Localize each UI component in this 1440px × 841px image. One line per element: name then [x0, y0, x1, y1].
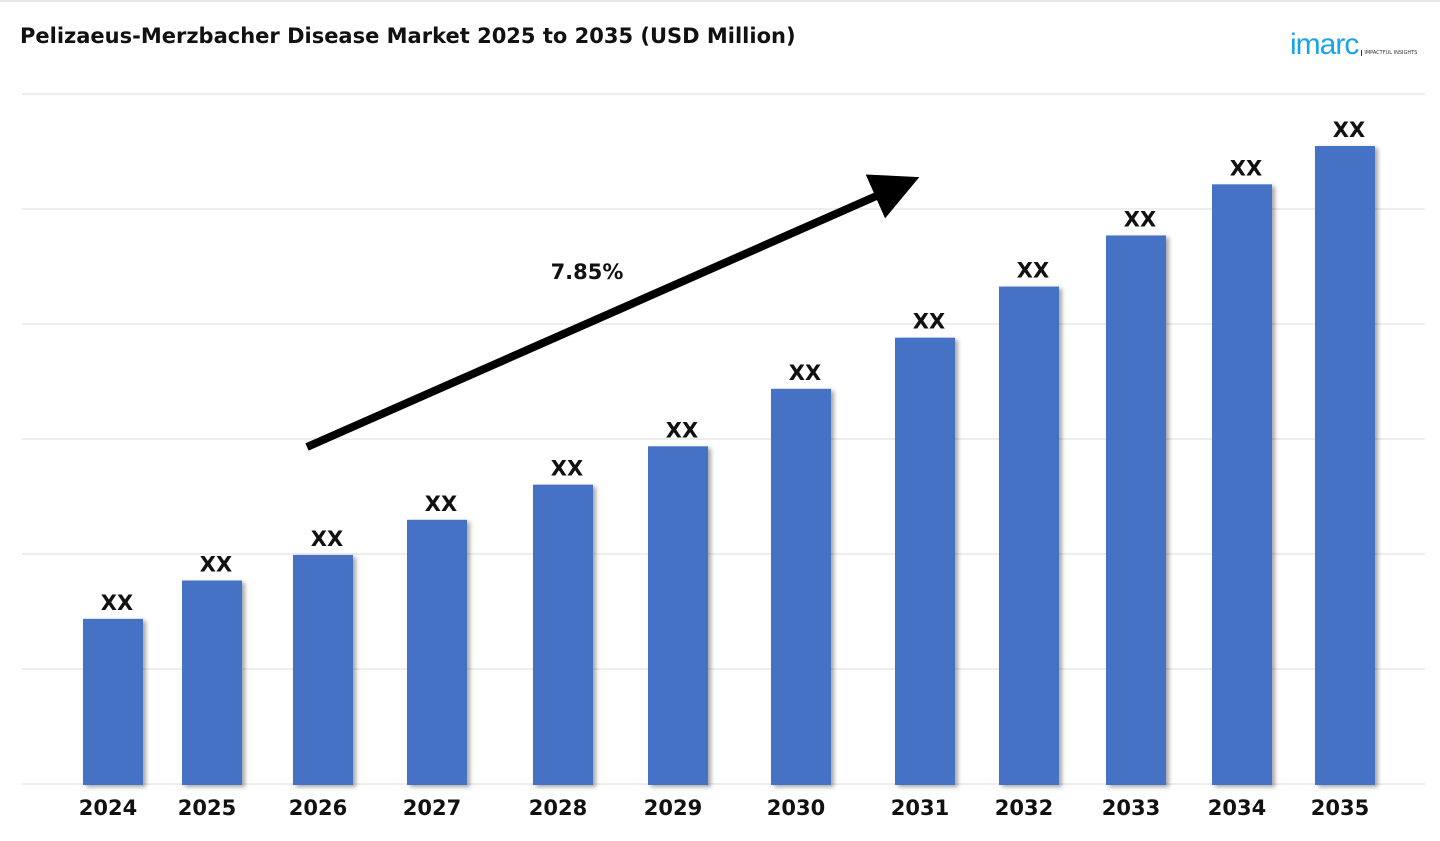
bar-2029 [648, 446, 708, 785]
x-tick-2029: 2029 [644, 796, 702, 820]
data-label-2026: XX [311, 527, 343, 551]
x-tick-2024: 2024 [79, 796, 137, 820]
bar-2026 [293, 554, 353, 785]
x-tick-2031: 2031 [891, 796, 949, 820]
data-label-2035: XX [1333, 118, 1365, 142]
x-tick-2025: 2025 [178, 796, 236, 820]
data-label-2029: XX [666, 418, 698, 442]
bar-2024 [83, 618, 143, 785]
data-label-2031: XX [913, 310, 945, 334]
x-tick-2026: 2026 [289, 796, 347, 820]
logo-tagline: IMPACTFUL INSIGHTS [1361, 50, 1417, 56]
x-tick-2030: 2030 [767, 796, 825, 820]
logo-word: imarc [1290, 28, 1359, 61]
imarc-logo: imarc IMPACTFUL INSIGHTS [1290, 28, 1417, 62]
data-label-2034: XX [1230, 156, 1262, 180]
bar-2032 [999, 286, 1059, 785]
bar-2035 [1315, 146, 1375, 785]
bar-2034 [1212, 184, 1272, 786]
bar-2025 [182, 580, 242, 785]
x-tick-2034: 2034 [1208, 796, 1266, 820]
x-tick-2027: 2027 [403, 796, 461, 820]
data-label-2030: XX [789, 361, 821, 385]
growth-arrow [305, 174, 920, 451]
x-tick-2035: 2035 [1311, 796, 1369, 820]
data-label-2024: XX [101, 591, 133, 615]
chart-title: Pelizaeus-Merzbacher Disease Market 2025… [20, 24, 796, 48]
x-tick-2033: 2033 [1102, 796, 1160, 820]
cagr-annotation: 7.85% [551, 260, 624, 284]
data-label-2028: XX [551, 457, 583, 481]
data-label-2033: XX [1124, 207, 1156, 231]
data-label-2025: XX [200, 553, 232, 577]
bar-2033 [1106, 235, 1166, 785]
bar-2028 [533, 484, 593, 785]
data-label-2027: XX [425, 492, 457, 516]
bar-2030 [771, 388, 831, 785]
bar-2027 [407, 519, 467, 785]
bar-2031 [895, 337, 955, 785]
x-tick-2032: 2032 [995, 796, 1053, 820]
x-tick-2028: 2028 [529, 796, 587, 820]
data-label-2032: XX [1017, 259, 1049, 283]
